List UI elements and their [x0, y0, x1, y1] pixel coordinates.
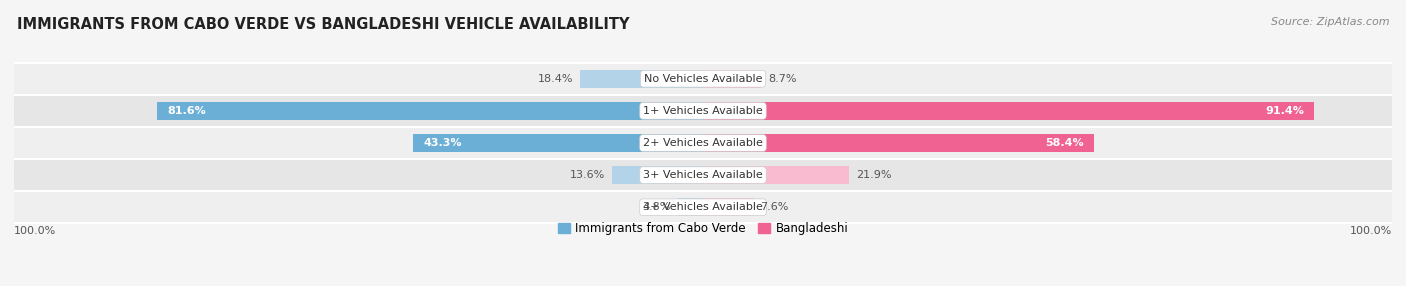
Text: 3+ Vehicles Available: 3+ Vehicles Available [643, 170, 763, 180]
Bar [14, 127, 1392, 159]
Bar [703, 70, 761, 88]
Bar [703, 102, 1315, 120]
Bar [579, 70, 703, 88]
Text: 1+ Vehicles Available: 1+ Vehicles Available [643, 106, 763, 116]
Text: 91.4%: 91.4% [1265, 106, 1305, 116]
Text: Source: ZipAtlas.com: Source: ZipAtlas.com [1271, 17, 1389, 27]
Text: 13.6%: 13.6% [569, 170, 606, 180]
Text: 7.6%: 7.6% [761, 202, 789, 212]
Text: 3.8%: 3.8% [643, 202, 671, 212]
Bar [14, 159, 1392, 191]
Text: 58.4%: 58.4% [1045, 138, 1084, 148]
Text: 100.0%: 100.0% [1350, 226, 1392, 236]
Text: IMMIGRANTS FROM CABO VERDE VS BANGLADESHI VEHICLE AVAILABILITY: IMMIGRANTS FROM CABO VERDE VS BANGLADESH… [17, 17, 630, 32]
Bar [14, 191, 1392, 223]
Text: 81.6%: 81.6% [167, 106, 207, 116]
Bar [703, 134, 1094, 152]
Bar [14, 95, 1392, 127]
Bar [413, 134, 703, 152]
Text: 2+ Vehicles Available: 2+ Vehicles Available [643, 138, 763, 148]
Text: 18.4%: 18.4% [537, 74, 574, 84]
Text: 43.3%: 43.3% [423, 138, 463, 148]
Bar [157, 102, 703, 120]
Bar [612, 166, 703, 184]
Bar [678, 198, 703, 216]
Bar [14, 63, 1392, 95]
Bar [703, 198, 754, 216]
Text: No Vehicles Available: No Vehicles Available [644, 74, 762, 84]
Text: 8.7%: 8.7% [768, 74, 796, 84]
Text: 4+ Vehicles Available: 4+ Vehicles Available [643, 202, 763, 212]
Bar [703, 166, 849, 184]
Text: 21.9%: 21.9% [856, 170, 891, 180]
Legend: Immigrants from Cabo Verde, Bangladeshi: Immigrants from Cabo Verde, Bangladeshi [553, 217, 853, 240]
Text: 100.0%: 100.0% [14, 226, 56, 236]
